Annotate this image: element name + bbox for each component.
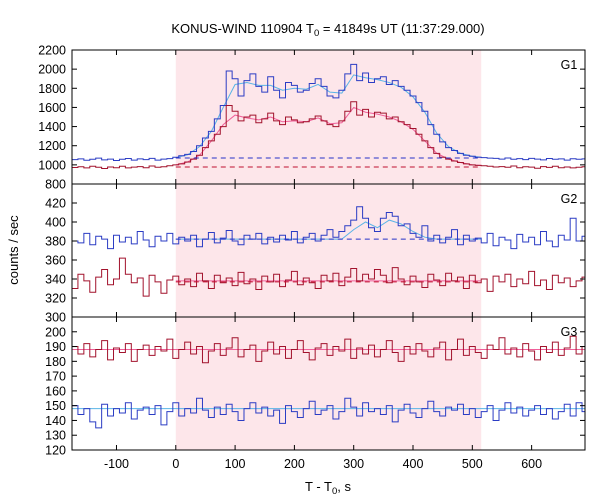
g3-ytick-label: 140 bbox=[45, 414, 66, 428]
g1-ytick-label: 1600 bbox=[38, 101, 66, 115]
g1-ytick-label: 1800 bbox=[38, 82, 66, 96]
g1-ytick-label: 1200 bbox=[38, 139, 66, 153]
chart-title-tail: = 41849s UT (11:37:29.000) bbox=[319, 21, 484, 36]
g3-panel-frame bbox=[71, 316, 586, 451]
g2-ytick-label: 340 bbox=[45, 273, 66, 287]
g1-count-rate-histogram-2 bbox=[72, 101, 585, 169]
g2-model-curve-1 bbox=[175, 219, 482, 240]
x-axis-label-tail: , s bbox=[337, 479, 351, 494]
g2-ytick-label: 400 bbox=[45, 216, 66, 230]
xtick-label: 500 bbox=[462, 457, 483, 471]
chart-title: KONUS-WIND 110904 T0 = 41849s UT (11:37:… bbox=[171, 21, 484, 39]
g2-plot-area bbox=[72, 206, 585, 297]
g3-ytick-label: 200 bbox=[45, 325, 66, 339]
g2-ytick-label: 300 bbox=[45, 311, 66, 325]
g1-ytick-label: 1000 bbox=[38, 158, 66, 172]
g1-ytick-label: 2000 bbox=[38, 63, 66, 77]
axis-layer: 8001000120014001600180020002200G13003203… bbox=[38, 44, 586, 471]
xtick-label: 100 bbox=[225, 457, 246, 471]
g2-count-rate-histogram-1 bbox=[72, 206, 585, 250]
chart-title-subscript: 0 bbox=[314, 28, 319, 39]
g1-count-rate-histogram-1 bbox=[72, 63, 585, 162]
g1-model-curve-1 bbox=[175, 74, 482, 159]
xtick-label: 600 bbox=[521, 457, 542, 471]
g3-ytick-label: 160 bbox=[45, 384, 66, 398]
g1-model-curve-2 bbox=[175, 106, 482, 166]
g1-plot-area bbox=[72, 63, 585, 169]
g2-count-rate-histogram-2 bbox=[72, 257, 585, 297]
x-axis-label-main: T - T bbox=[305, 479, 332, 494]
g3-ytick-label: 190 bbox=[45, 340, 66, 354]
g2-ytick-label: 320 bbox=[45, 292, 66, 306]
g3-ytick-label: 150 bbox=[45, 399, 66, 413]
xtick-label: 200 bbox=[284, 457, 305, 471]
g2-ytick-label: 360 bbox=[45, 254, 66, 268]
y-axis-label: counts / sec bbox=[6, 215, 21, 285]
g3-count-rate-histogram-1 bbox=[72, 335, 585, 364]
g2-ytick-label: 420 bbox=[45, 197, 66, 211]
chart-title-main: KONUS-WIND 110904 T bbox=[171, 21, 314, 36]
g1-panel-label: G1 bbox=[561, 58, 578, 72]
g1-ytick-label: 2200 bbox=[38, 44, 66, 58]
xtick-label: 400 bbox=[403, 457, 424, 471]
x-axis-label: T - T0, s bbox=[305, 479, 351, 497]
g3-ytick-label: 120 bbox=[45, 444, 66, 458]
xtick-label: 0 bbox=[172, 457, 179, 471]
g1-ytick-label: 800 bbox=[45, 178, 66, 192]
x-axis-label-subscript: 0 bbox=[332, 486, 337, 497]
g3-ytick-label: 180 bbox=[45, 355, 66, 369]
g2-ytick-label: 380 bbox=[45, 235, 66, 249]
g3-plot-area bbox=[72, 335, 585, 429]
g3-ytick-label: 170 bbox=[45, 370, 66, 384]
g2-panel-label: G2 bbox=[561, 192, 578, 206]
g1-ytick-label: 1400 bbox=[38, 120, 66, 134]
g3-count-rate-histogram-2 bbox=[72, 397, 585, 429]
xtick-label: 300 bbox=[343, 457, 364, 471]
g3-panel-label: G3 bbox=[561, 325, 578, 339]
g3-ytick-label: 130 bbox=[45, 429, 66, 443]
xtick-label: -100 bbox=[104, 457, 129, 471]
series-layer bbox=[72, 63, 585, 429]
